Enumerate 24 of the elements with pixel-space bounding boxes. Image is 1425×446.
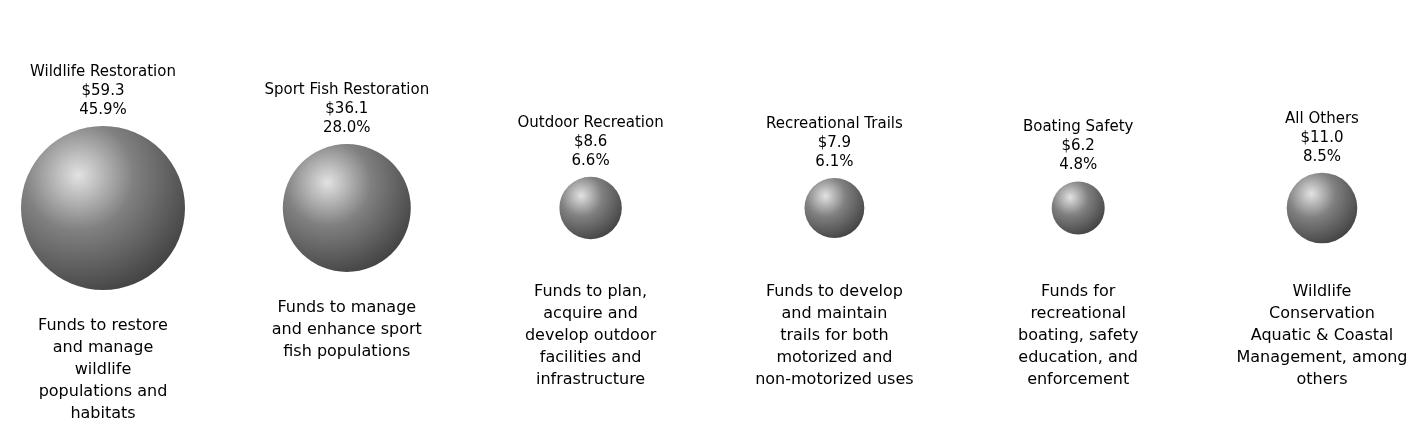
- category-label: Boating Safety: [1022, 117, 1134, 136]
- data-label: $11.0: [1300, 127, 1344, 146]
- text: 4.8%: [1059, 155, 1098, 174]
- text: Funds to manage and enhance sport fish populations: [271, 296, 422, 360]
- data-label: $7.9: [817, 133, 852, 152]
- text: 6.6%: [571, 150, 610, 169]
- data-label: $8.6: [573, 131, 608, 150]
- text: Wildlife Conservation Aquatic & Coastal Management, among others: [1236, 281, 1408, 388]
- text: 45.9%: [79, 100, 127, 118]
- data-label: $59.3: [81, 81, 125, 99]
- data-label: $36.1: [325, 99, 369, 118]
- text: 6.1%: [815, 152, 854, 171]
- category-label: All Others: [1285, 108, 1360, 127]
- category-label: Outdoor Recreation: [517, 112, 664, 131]
- category-label: Wildlife Restoration: [30, 62, 176, 80]
- text: 28.0%: [322, 118, 371, 137]
- data-label: $6.2: [1061, 136, 1095, 155]
- text: 8.5%: [1302, 146, 1342, 165]
- text: Funds to develop and maintain trails for both motorized and non-motorized uses: [755, 281, 914, 388]
- text: Funds to restore and manage wildlife populations and habitats: [38, 315, 168, 422]
- category-label: Recreational Trails: [765, 114, 903, 133]
- text: Funds to plan, acquire and develop outdoor facilities and infrastructure: [524, 281, 657, 388]
- category-label: Sport Fish Restoration: [264, 80, 430, 99]
- text: Funds for recreational boating, safety education, and enforcement: [1018, 281, 1139, 388]
